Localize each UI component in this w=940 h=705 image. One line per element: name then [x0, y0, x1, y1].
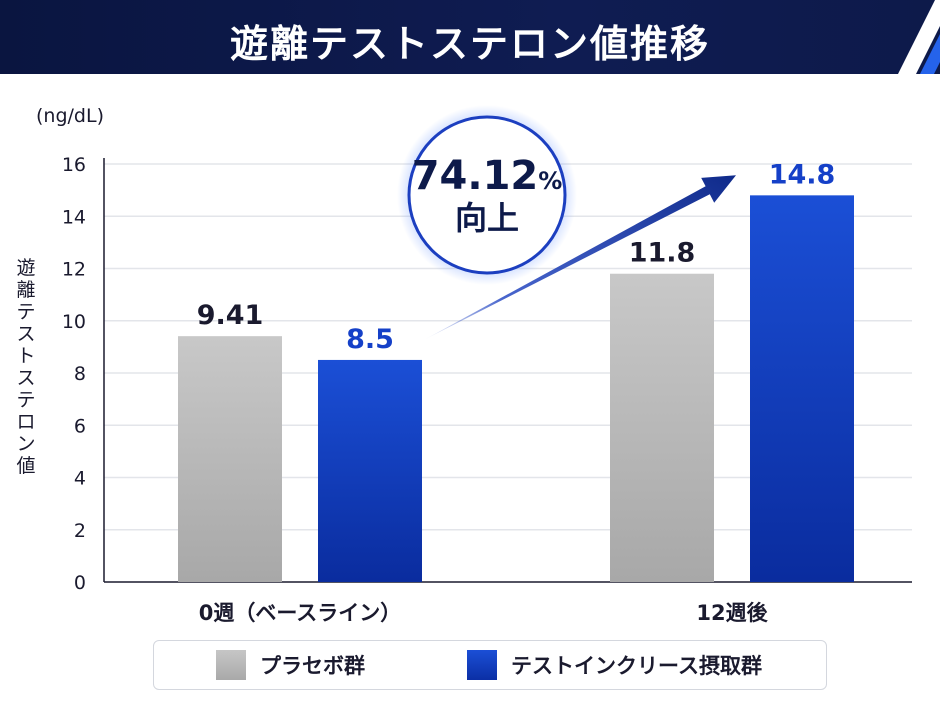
title-stripes-decoration [898, 0, 940, 74]
bar-product-0 [318, 359, 422, 582]
data-label: 14.8 [769, 159, 836, 190]
bar-product-1 [750, 195, 854, 582]
annotation-percent: 74.12% [412, 153, 563, 199]
data-label: 9.41 [197, 300, 264, 331]
legend-item-product: テストインクリース摂取群 [467, 641, 762, 688]
y-tick-label: 8 [74, 363, 86, 385]
y-tick-label: 16 [62, 154, 86, 176]
y-tick-label: 4 [74, 468, 86, 490]
y-tick-label: 2 [74, 520, 86, 542]
data-label: 8.5 [346, 324, 394, 355]
legend-label-product: テストインクリース摂取群 [511, 653, 762, 678]
x-category-label: 12週後 [696, 601, 768, 625]
annotation-circle [407, 115, 567, 275]
legend-swatch-placebo [216, 649, 246, 680]
stripe-white [898, 0, 940, 74]
y-tick-label: 10 [62, 311, 86, 333]
legend-label-placebo: プラセボ群 [260, 653, 365, 678]
growth-arrow [424, 175, 736, 340]
chart-title: 遊離テストステロン値推移 [229, 22, 710, 66]
bar-placebo-1 [610, 273, 714, 582]
data-label: 11.8 [629, 238, 696, 269]
bar-chart: (ng/dL) 0 2 4 6 8 10 12 14 16 遊離テストステロン値 9.41 8.5… [16, 105, 912, 625]
legend: プラセボ群 テストインクリース摂取群 [153, 640, 827, 690]
legend-item-placebo: プラセボ群 [216, 641, 365, 688]
bar-placebo-0 [178, 336, 282, 582]
title-bar: 遊離テストステロン値推移 [0, 0, 940, 74]
y-axis-unit: (ng/dL) [36, 105, 104, 127]
x-category-label: 0週（ベースライン） [199, 601, 402, 625]
annotation-text: 向上 [455, 199, 519, 237]
legend-swatch-product [467, 649, 497, 680]
y-axis-label: 遊離テストステロン値 [16, 257, 35, 477]
y-tick-label: 12 [62, 259, 86, 281]
y-tick-label: 0 [74, 572, 86, 594]
y-tick-label: 14 [62, 206, 86, 228]
stripe-blue [920, 34, 940, 74]
y-tick-label: 6 [74, 415, 86, 437]
